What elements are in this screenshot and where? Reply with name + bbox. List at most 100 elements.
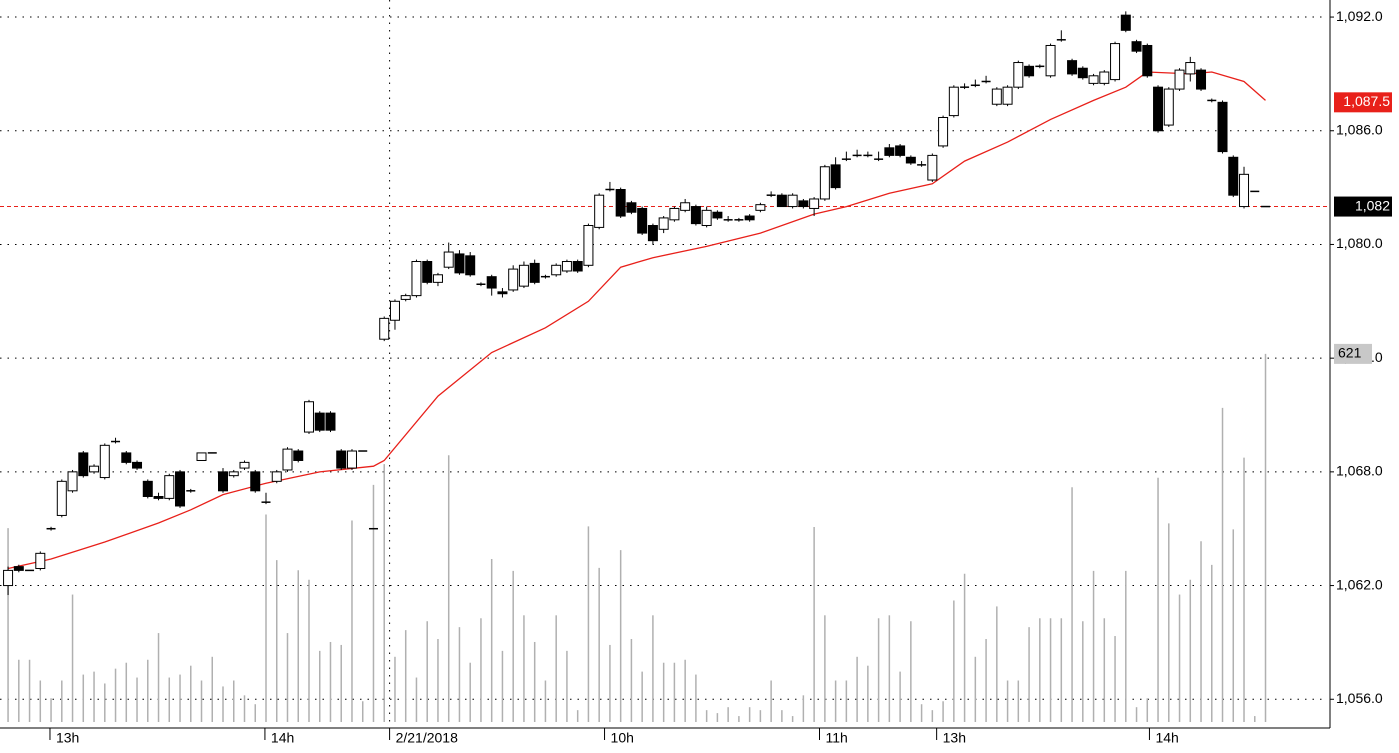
price-marker-box (1334, 196, 1392, 217)
candle-body (658, 217, 669, 230)
candle-body (3, 569, 14, 587)
candle-body (325, 412, 336, 431)
candle-body (411, 261, 422, 297)
candle-body (121, 452, 132, 463)
y-tick-label: 1,080.0 (1336, 235, 1383, 251)
volume-marker-box (1334, 343, 1372, 364)
candle-body (303, 401, 314, 433)
candle-body (89, 465, 100, 473)
candle-body (1045, 44, 1056, 77)
candle-body (787, 194, 798, 208)
candle-body (67, 471, 78, 492)
candle-body (13, 566, 24, 571)
x-tick-label: 2/21/2018 (396, 730, 458, 746)
candle-body (1067, 60, 1078, 75)
candle-body (819, 166, 830, 200)
x-tick-label: 10h (611, 730, 634, 746)
candle-body (250, 471, 261, 492)
ma-marker-label: 1,087.5 (1343, 93, 1390, 109)
candle-body (1217, 101, 1228, 153)
moving-average (7, 71, 1266, 570)
candle-body (218, 471, 229, 492)
candle-body (701, 209, 712, 227)
candle-body (422, 261, 433, 283)
y-tick-label: 1,062.0 (1336, 576, 1383, 592)
y-tick-label: 1,056.0 (1336, 690, 1383, 706)
candle-body (551, 264, 562, 276)
candle-body (712, 211, 723, 219)
x-tick-label: 14h (271, 730, 294, 746)
candle-body (1163, 88, 1174, 126)
candle-body (153, 495, 164, 499)
x-tick-label: 11h (825, 730, 847, 746)
candle-body (755, 204, 766, 211)
candle-body (884, 147, 895, 156)
candle-body (991, 88, 1002, 105)
candle-body (776, 194, 787, 208)
candle-body (132, 461, 143, 469)
candle-body (1013, 62, 1024, 88)
candle-body (1131, 41, 1142, 52)
candle-body (454, 253, 465, 274)
candle-body (615, 189, 626, 217)
candle-body (905, 156, 916, 164)
y-tick-label: 1,086.0 (1336, 121, 1383, 137)
candle-body (1174, 69, 1185, 90)
candle-body (798, 200, 809, 208)
candle-body (680, 202, 691, 211)
x-tick-label: 13h (943, 730, 966, 746)
candle-body (35, 552, 46, 570)
candle-body (690, 206, 701, 225)
candle-body (271, 471, 282, 482)
candle-body (1002, 86, 1013, 105)
ma-marker-box (1334, 92, 1392, 113)
candle-body (336, 450, 347, 469)
candle-body (196, 452, 207, 461)
candle-body (583, 225, 594, 266)
candle-body (346, 450, 357, 469)
price-marker-label: 1,082 (1355, 197, 1390, 213)
candle-body (486, 276, 497, 289)
candle-body (938, 116, 949, 147)
candle-body (175, 471, 186, 507)
candle-body (809, 198, 820, 209)
candle-body (1239, 173, 1250, 208)
y-tick-label: 1,068.0 (1336, 463, 1383, 479)
candle-body (626, 202, 637, 213)
candle-body (927, 154, 938, 181)
candle-body (239, 461, 250, 469)
candle-body (1077, 67, 1088, 79)
candle-body (1153, 86, 1164, 132)
candle-body (1196, 69, 1207, 90)
candle-body (400, 295, 411, 300)
candle-body (948, 86, 959, 117)
candle-body (228, 471, 239, 477)
candle-body (744, 215, 755, 221)
candle-body (594, 194, 605, 228)
candle-body (497, 291, 508, 295)
candle-body (443, 251, 454, 268)
volume-marker-label: 621 (1338, 345, 1362, 361)
candle-body (1228, 156, 1239, 196)
candle-body (1088, 75, 1099, 84)
y-tick-label: 1,092.0 (1336, 8, 1383, 24)
candle-body (56, 480, 67, 516)
candle-body (432, 274, 443, 283)
candle-body (293, 450, 304, 461)
candle-body (895, 145, 906, 156)
candle-body (1142, 44, 1153, 77)
candle-body (465, 255, 476, 276)
candle-body (1099, 71, 1110, 84)
candle-body (99, 444, 110, 479)
candle-body (561, 261, 572, 272)
candle-body (529, 262, 540, 283)
candle-body (572, 261, 583, 272)
x-tick-label: 14h (1155, 730, 1178, 746)
candle-body (669, 207, 680, 221)
candle-body (282, 448, 293, 471)
candle-body (830, 164, 841, 189)
candle-body (78, 452, 89, 477)
candle-body (1185, 62, 1196, 75)
